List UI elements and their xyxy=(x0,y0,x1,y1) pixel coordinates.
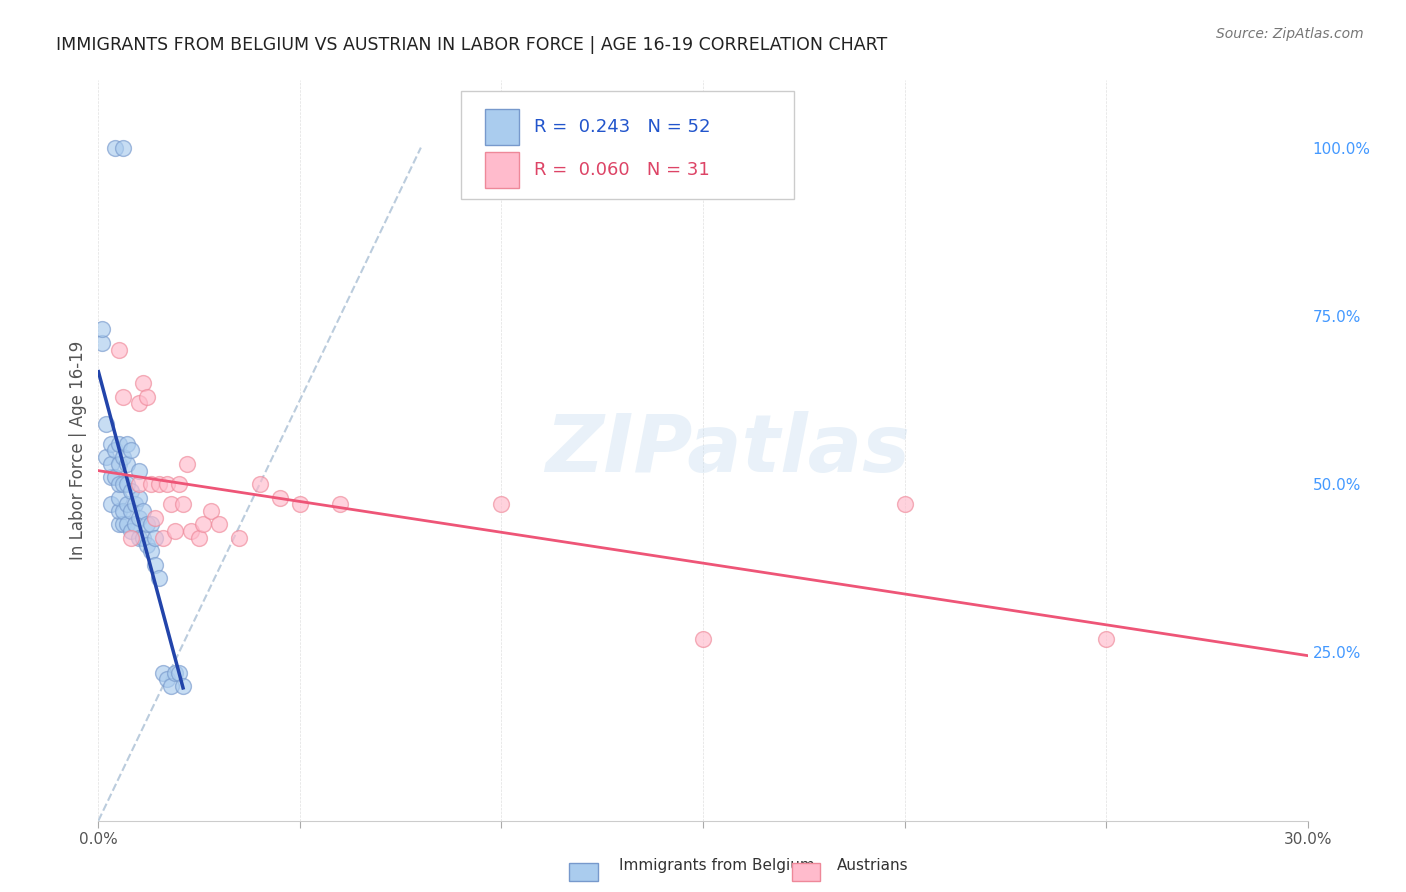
Point xyxy=(180,524,202,539)
FancyBboxPatch shape xyxy=(461,91,793,199)
Text: R =  0.243   N = 52: R = 0.243 N = 52 xyxy=(534,118,710,136)
Point xyxy=(135,517,157,532)
Point xyxy=(143,531,166,545)
Text: ZIPatlas: ZIPatlas xyxy=(544,411,910,490)
Point xyxy=(148,477,170,491)
Text: R =  0.060   N = 31: R = 0.060 N = 31 xyxy=(534,161,710,179)
Point xyxy=(107,457,129,471)
Point xyxy=(103,140,125,154)
Y-axis label: In Labor Force | Age 16-19: In Labor Force | Age 16-19 xyxy=(69,341,87,560)
Point xyxy=(152,531,174,545)
Point xyxy=(132,504,155,518)
Point xyxy=(288,497,311,511)
Point xyxy=(120,483,142,498)
Point xyxy=(176,457,198,471)
Point xyxy=(208,517,231,532)
Point xyxy=(228,531,250,545)
Point xyxy=(107,491,129,505)
Point xyxy=(893,497,915,511)
Point xyxy=(249,477,271,491)
Point xyxy=(111,517,134,532)
Point xyxy=(115,517,138,532)
Point xyxy=(115,477,138,491)
Point xyxy=(96,417,118,431)
Point xyxy=(156,673,179,687)
Text: Immigrants from Belgium: Immigrants from Belgium xyxy=(619,858,814,872)
Point xyxy=(107,517,129,532)
Point xyxy=(107,504,129,518)
Point xyxy=(1095,632,1118,646)
Point xyxy=(160,497,183,511)
Point xyxy=(160,679,183,693)
Point xyxy=(120,524,142,539)
Point xyxy=(111,450,134,465)
Point xyxy=(100,436,122,450)
FancyBboxPatch shape xyxy=(485,109,519,145)
Point xyxy=(139,544,162,558)
Point xyxy=(107,436,129,450)
Point xyxy=(120,531,142,545)
Point xyxy=(120,443,142,458)
Point xyxy=(120,504,142,518)
Point xyxy=(128,464,150,478)
Point xyxy=(91,335,114,350)
Point xyxy=(103,470,125,484)
Point xyxy=(139,477,162,491)
Point xyxy=(132,531,155,545)
Point xyxy=(111,140,134,154)
Text: IMMIGRANTS FROM BELGIUM VS AUSTRIAN IN LABOR FORCE | AGE 16-19 CORRELATION CHART: IMMIGRANTS FROM BELGIUM VS AUSTRIAN IN L… xyxy=(56,36,887,54)
Point xyxy=(692,632,714,646)
Point xyxy=(135,538,157,552)
Point xyxy=(100,457,122,471)
Point xyxy=(128,510,150,524)
Point xyxy=(167,665,190,680)
Point xyxy=(188,531,211,545)
Point xyxy=(107,343,129,357)
Point xyxy=(135,390,157,404)
Point xyxy=(128,396,150,410)
Point xyxy=(107,477,129,491)
Point xyxy=(128,491,150,505)
Point xyxy=(139,517,162,532)
Point xyxy=(200,504,222,518)
Point xyxy=(115,497,138,511)
Point xyxy=(148,571,170,585)
Point xyxy=(143,510,166,524)
FancyBboxPatch shape xyxy=(485,153,519,187)
Point xyxy=(115,436,138,450)
Text: Source: ZipAtlas.com: Source: ZipAtlas.com xyxy=(1216,27,1364,41)
Point xyxy=(124,497,146,511)
Point xyxy=(132,376,155,391)
Point xyxy=(167,477,190,491)
Point xyxy=(111,390,134,404)
Point xyxy=(491,497,513,511)
Point xyxy=(128,477,150,491)
Text: Austrians: Austrians xyxy=(837,858,908,872)
Point xyxy=(193,517,215,532)
Point xyxy=(91,322,114,336)
Point xyxy=(111,504,134,518)
Point xyxy=(111,477,134,491)
Point xyxy=(96,450,118,465)
Point xyxy=(156,477,179,491)
Point xyxy=(269,491,291,505)
Point xyxy=(115,457,138,471)
Point xyxy=(100,470,122,484)
Point xyxy=(163,665,186,680)
Point xyxy=(172,497,194,511)
Point xyxy=(152,665,174,680)
Point xyxy=(128,531,150,545)
Point xyxy=(172,679,194,693)
Point xyxy=(103,443,125,458)
Point xyxy=(163,524,186,539)
Point xyxy=(124,517,146,532)
Point xyxy=(329,497,352,511)
Point xyxy=(100,497,122,511)
Point xyxy=(143,558,166,572)
